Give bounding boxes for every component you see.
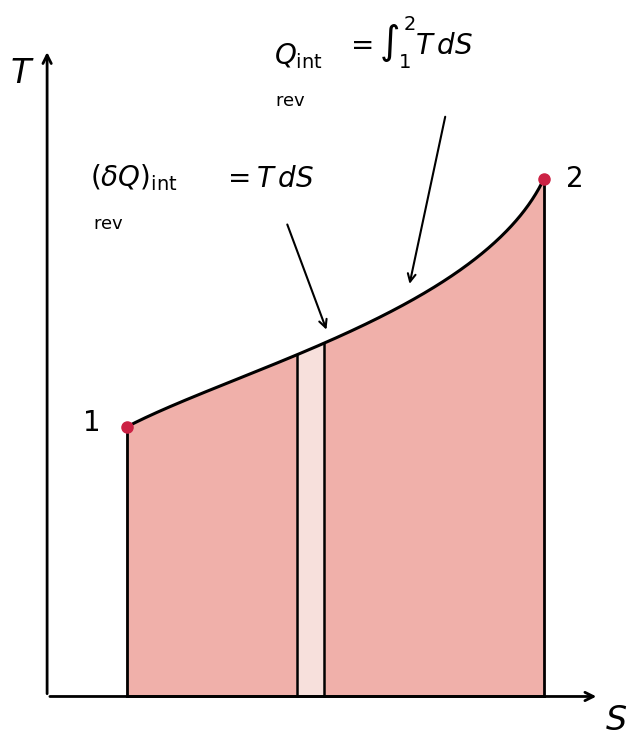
Text: $\mathrm{rev}$: $\mathrm{rev}$ xyxy=(93,215,124,233)
Text: $2$: $2$ xyxy=(566,165,582,193)
Text: $= T\,dS$: $= T\,dS$ xyxy=(222,165,314,193)
Polygon shape xyxy=(127,179,544,696)
Text: $= \int_1^2 T\,dS$: $= \int_1^2 T\,dS$ xyxy=(345,14,473,71)
Polygon shape xyxy=(297,343,325,696)
Text: $S$: $S$ xyxy=(605,704,628,737)
Text: $\mathrm{rev}$: $\mathrm{rev}$ xyxy=(275,93,305,111)
Text: $Q_{\mathrm{int}}$: $Q_{\mathrm{int}}$ xyxy=(274,41,323,71)
Text: $(\delta Q)_{\mathrm{int}}$: $(\delta Q)_{\mathrm{int}}$ xyxy=(90,162,178,193)
Text: $T$: $T$ xyxy=(10,57,35,90)
Text: $1$: $1$ xyxy=(82,409,100,438)
